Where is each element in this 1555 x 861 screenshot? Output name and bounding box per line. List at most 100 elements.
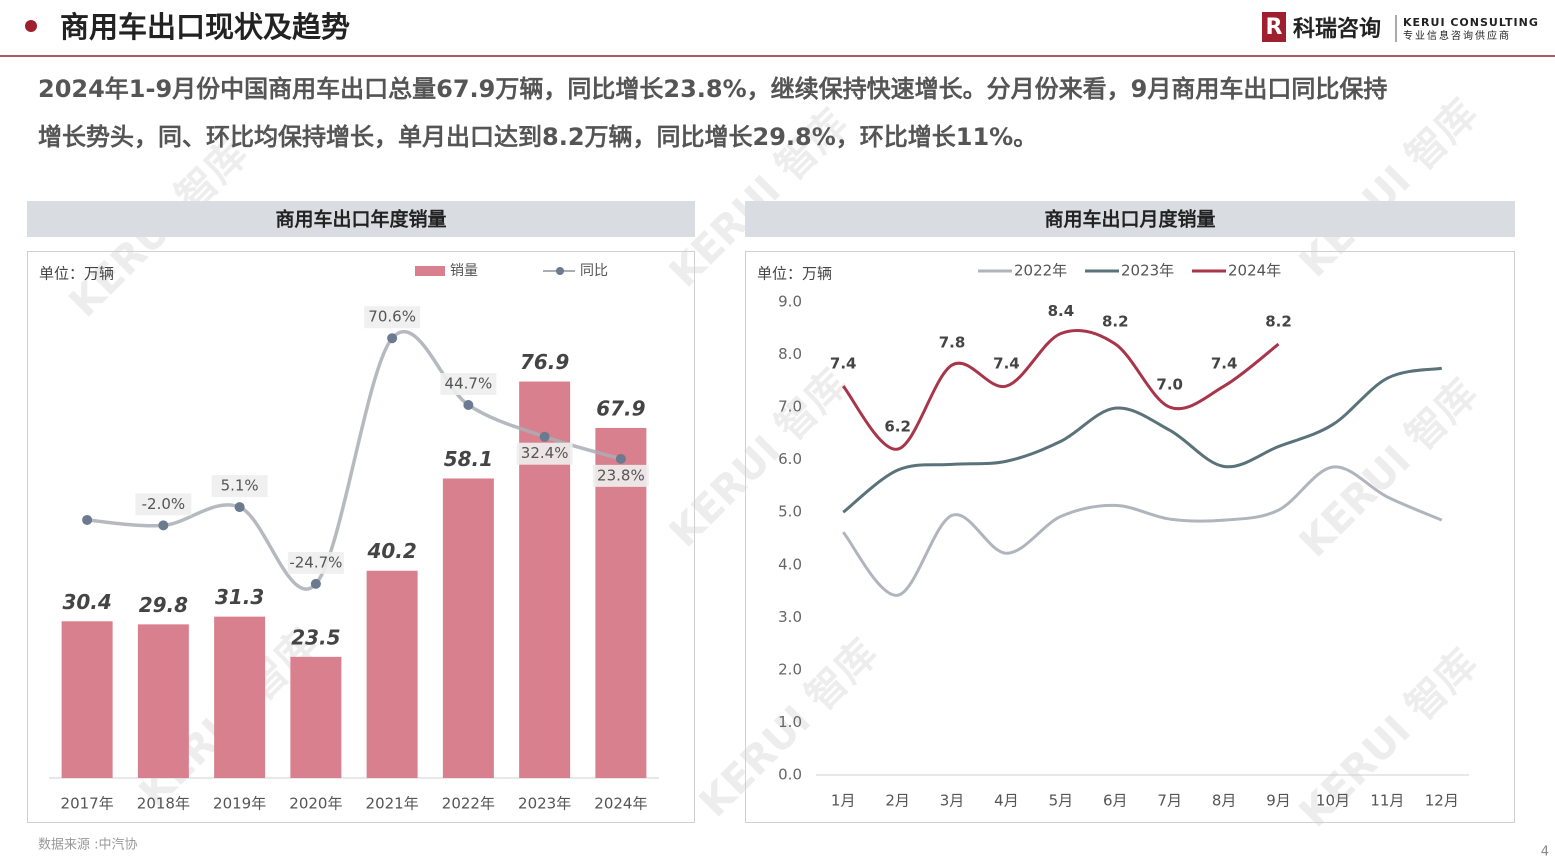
label-bg: [516, 442, 573, 465]
legend-label: 2024年: [1228, 262, 1281, 280]
y-tick-label: 2.0: [778, 660, 802, 678]
x-tick-label: 6月: [1103, 792, 1128, 810]
yoy-line: [86, 329, 622, 591]
series-line: [842, 366, 1443, 514]
x-tick-label: 7月: [1157, 792, 1182, 810]
logo-name: 科瑞咨询: [1293, 16, 1381, 42]
y-tick-label: 0.0: [778, 766, 802, 784]
x-tick-label: 2023年: [518, 795, 571, 813]
value-label: 8.4: [1048, 302, 1075, 320]
x-tick-label: 11月: [1370, 792, 1404, 810]
slide-title: 商用车出口现状及趋势: [60, 10, 350, 44]
bar: [214, 616, 266, 778]
title-dot: [25, 20, 37, 32]
chart-title: 商用车出口月度销量: [1044, 208, 1215, 231]
yoy-marker: [387, 333, 398, 344]
page-number: 4: [1541, 845, 1549, 860]
x-tick-label: 12月: [1425, 792, 1459, 810]
x-tick-label: 4月: [994, 792, 1019, 810]
y-tick-label: 7.0: [778, 398, 802, 416]
logo-letter: R: [1266, 15, 1283, 40]
value-label: 7.4: [830, 355, 857, 373]
value-label: 7.0: [1156, 376, 1183, 394]
x-tick-label: 2024年: [594, 795, 647, 813]
watermark: KERUI 智库: [1291, 91, 1486, 286]
yoy-marker: [539, 431, 550, 442]
value-label: 7.4: [1211, 355, 1238, 373]
logo-tagline: 专业信息咨询供应商: [1403, 29, 1511, 42]
yoy-marker: [615, 453, 626, 464]
bar-value-label: 58.1: [444, 447, 493, 471]
legend-label: 2022年: [1014, 262, 1067, 280]
value-label: 23.8%: [597, 466, 645, 484]
summary-line: 增长势头，同、环比均保持增长，单月出口达到8.2万辆，同比增长29.8%，环比增…: [38, 123, 1037, 151]
y-tick-label: 4.0: [778, 555, 802, 573]
chart-title: 商用车出口年度销量: [275, 208, 446, 231]
bar: [290, 656, 342, 778]
y-tick-label: 9.0: [778, 293, 802, 311]
yoy-marker: [158, 520, 169, 531]
label-bg: [592, 464, 649, 487]
x-tick-label: 2月: [885, 792, 910, 810]
y-tick-label: 8.0: [778, 345, 802, 363]
bar-value-label: 29.8: [139, 593, 188, 617]
panel-header: [27, 201, 695, 237]
summary-line: 2024年1-9月份中国商用车出口总量67.9万辆，同比增长23.8%，继续保持…: [38, 75, 1387, 103]
bar-value-label: 76.9: [520, 350, 569, 374]
x-tick-label: 2021年: [366, 795, 419, 813]
value-label: 32.4%: [521, 444, 569, 462]
x-tick-label: 10月: [1316, 792, 1350, 810]
label-bg: [211, 475, 268, 498]
x-tick-label: 3月: [940, 792, 965, 810]
legend-marker: [556, 267, 564, 275]
bar-value-label: 67.9: [596, 396, 645, 420]
value-label: 7.8: [939, 334, 966, 352]
watermark: KERUI 智库: [1291, 371, 1486, 566]
label-bg: [440, 372, 497, 395]
logo-mark: [1262, 12, 1286, 42]
unit-label: 单位：万辆: [39, 265, 114, 283]
value-label: 8.2: [1102, 313, 1129, 331]
bar: [137, 624, 189, 778]
value-label: 70.6%: [368, 308, 416, 326]
x-tick-label: 2019年: [213, 795, 266, 813]
legend-label: 同比: [580, 263, 608, 279]
y-tick-label: 6.0: [778, 450, 802, 468]
label-bg: [364, 306, 421, 329]
value-label: -24.7%: [289, 553, 342, 571]
y-tick-label: 5.0: [778, 503, 802, 521]
label-bg: [287, 551, 344, 574]
source: 数据来源 :中汽协: [38, 838, 138, 853]
x-tick-label: 2020年: [289, 795, 342, 813]
x-tick-label: 5月: [1049, 792, 1074, 810]
x-tick-label: 8月: [1212, 792, 1237, 810]
x-tick-label: 2022年: [442, 795, 495, 813]
bar: [442, 478, 494, 778]
bar-value-label: 30.4: [62, 590, 111, 614]
watermark: KERUI 智库: [661, 361, 856, 556]
bar-value-label: 23.5: [291, 625, 340, 649]
legend-swatch: [415, 266, 445, 276]
legend-label: 销量: [450, 263, 478, 279]
yoy-marker: [82, 514, 93, 525]
series-line: [842, 328, 1280, 451]
yoy-marker: [463, 399, 474, 410]
logo-en: KERUI CONSULTING: [1403, 16, 1539, 29]
value-label: -2.0%: [142, 495, 186, 513]
value-label: 8.2: [1265, 313, 1292, 331]
legend-label: 2023年: [1121, 262, 1174, 280]
y-tick-label: 1.0: [778, 713, 802, 731]
unit-label: 单位：万辆: [757, 265, 832, 283]
label-bg: [135, 493, 192, 516]
panel-frame: [745, 251, 1515, 823]
value-label: 5.1%: [221, 477, 259, 495]
value-label: 6.2: [884, 418, 911, 436]
series-line: [842, 465, 1443, 597]
y-tick-label: 3.0: [778, 608, 802, 626]
value-label: 7.4: [993, 355, 1020, 373]
x-tick-label: 1月: [831, 792, 856, 810]
yoy-marker: [234, 502, 245, 513]
x-tick-label: 2018年: [137, 795, 190, 813]
